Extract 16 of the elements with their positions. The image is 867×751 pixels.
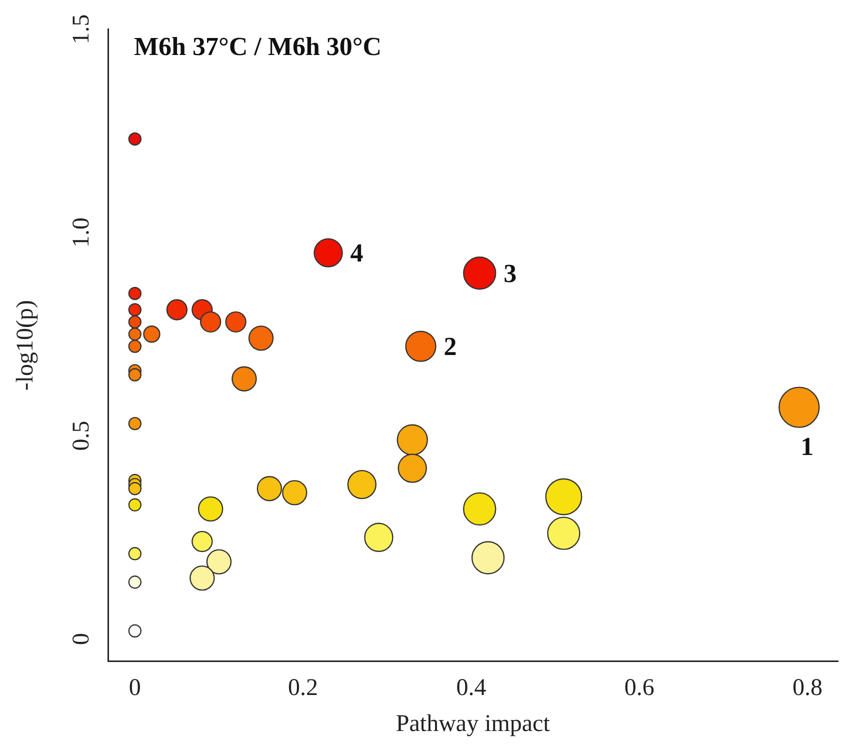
chart-title: M6h 37°C / M6h 30°C xyxy=(134,32,382,61)
x-axis-title: Pathway impact xyxy=(396,710,550,737)
x-tick-label: 0.6 xyxy=(624,675,654,702)
x-tick-label: 0.2 xyxy=(288,675,318,702)
y-tick-label: 0.5 xyxy=(68,420,94,451)
y-axis-title: -log10(p) xyxy=(12,300,39,391)
annotation: 4 xyxy=(350,238,364,268)
annotation: 3 xyxy=(504,258,517,288)
y-tick-label: 0 xyxy=(68,633,94,646)
annotation: 1 xyxy=(800,432,814,462)
x-tick-label: 0.8 xyxy=(792,675,823,702)
y-tick-label: 1.0 xyxy=(68,217,94,248)
x-tick-label: 0 xyxy=(128,675,141,702)
x-tick-label: 0.4 xyxy=(456,675,486,702)
annotation: 2 xyxy=(444,332,457,362)
y-tick-label: 1.5 xyxy=(68,14,94,44)
